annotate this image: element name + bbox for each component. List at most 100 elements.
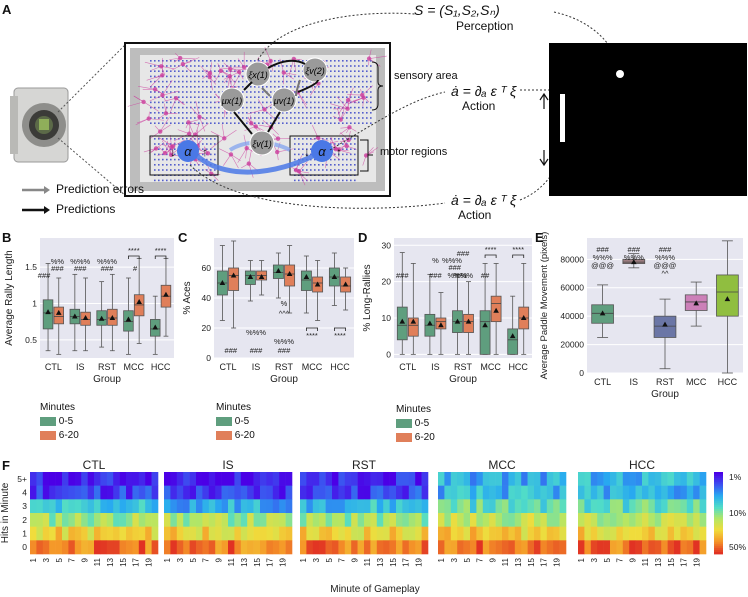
heatmap-cell [87,540,95,555]
mean-marker [82,315,89,320]
heatmap-cell [495,513,503,527]
heatmap-cell [590,513,598,527]
electrode [302,65,304,67]
mean-marker [724,296,731,302]
neuron-neurite [188,122,199,126]
heatmap-cell [36,485,44,500]
electrode [154,86,156,88]
heatmap-cell [106,499,114,514]
electrode [270,112,272,114]
heatmap-cell [306,499,314,514]
electrode [166,179,168,182]
electrode [310,101,312,104]
electrode [338,106,340,109]
heatmap-cell [266,485,274,500]
electrode [274,75,276,78]
heatmap-cell [151,540,159,555]
heatmap-cell [603,513,611,527]
electrode [314,117,316,119]
electrode [350,153,352,156]
neuron-neurite [241,163,249,169]
electrode [286,75,288,78]
electrode [338,80,340,83]
heatmap-cell [408,485,416,500]
electrode [350,138,352,140]
heatmap-cell [450,540,458,555]
heatmap-cell [642,526,649,541]
electrode [166,86,168,88]
mean-marker [303,274,310,279]
electrode [170,65,172,67]
electrode [290,117,292,119]
colorbar-segment [714,519,723,522]
electrode [266,86,268,88]
heatmap-cell [332,485,339,500]
electrode [350,80,352,83]
electrode [210,138,212,140]
electrode [258,122,260,124]
electrode [350,91,352,93]
electrode [346,117,348,119]
electrode [306,143,308,145]
heatmap-cell [306,472,314,486]
heatmap-cell [338,526,346,541]
electrode [186,101,188,104]
heatmap-cell [693,499,700,514]
heatmap-cell [415,513,422,527]
heatmap-cell [94,485,101,500]
neuron-neurite [160,66,166,76]
heatmap-cell [94,526,101,541]
heatmap-cell [319,526,326,541]
heatmap-cell [325,485,333,500]
neuron-neurite [171,146,174,157]
heatmap-x-tick: 13 [514,557,523,566]
action-equation-top: ȧ = ∂ₐ ε ᵀ ξ [451,83,517,99]
electrode [174,164,176,166]
heatmap-cell [145,513,152,527]
mean-marker [509,333,516,339]
heatmap-cell [42,513,50,527]
electrode [338,122,340,124]
mean-marker [72,313,78,319]
heatmap-x-tick: 7 [68,557,77,562]
electrode [222,75,224,78]
electrode [262,122,264,124]
heatmap-cell [470,472,477,486]
heatmap-cell [247,485,254,500]
electrode [338,169,340,171]
heatmap-cell [527,485,535,500]
electrode [246,80,248,83]
heatmap-cell [508,513,516,527]
colorbar-tick: 50% [729,542,746,552]
electrode [198,86,200,88]
neuron-neurite [155,143,163,149]
mean-marker [314,281,321,287]
electrode [358,91,360,93]
electrode [330,138,332,140]
minutes-legend-item-0-5: 0-5 [58,416,74,427]
heatmap-cell [680,499,688,514]
neuron-neurite [336,107,341,120]
electrode [330,164,332,166]
electrode [366,60,368,62]
heatmap-cell [240,472,248,486]
colorbar-segment [714,533,723,536]
heatmap-cell [635,526,643,541]
electrode [338,158,340,161]
neuron-neurite [362,94,370,103]
electrode [370,65,372,67]
electrode [318,96,320,98]
electrode [222,86,224,88]
electrode [166,60,168,62]
electrode [302,153,304,156]
heatmap-cell [126,526,133,541]
neuron-neurite [277,148,294,153]
heatmap-cell [383,485,390,500]
electrode [190,169,192,171]
neuron-neurite [173,133,190,142]
electrode [194,106,196,109]
electrode [334,143,336,145]
heatmap-cell [325,526,333,541]
heatmap-cell [654,540,662,555]
electrode [282,86,284,88]
